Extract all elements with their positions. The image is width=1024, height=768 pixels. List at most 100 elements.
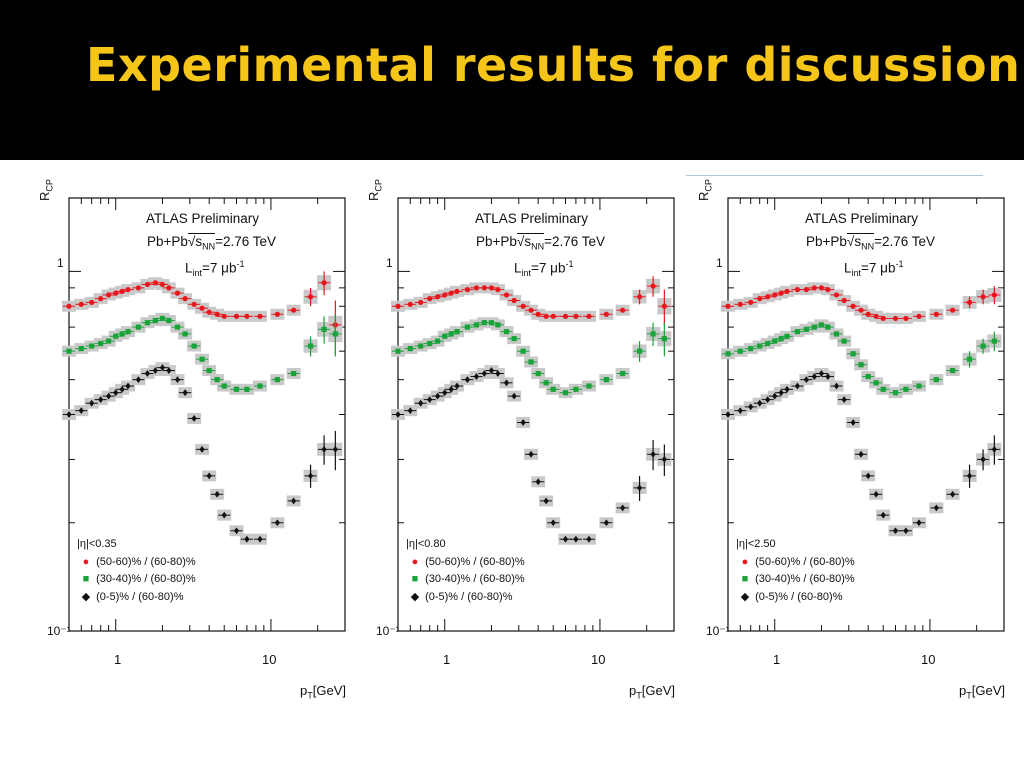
data-point bbox=[89, 399, 95, 407]
data-point bbox=[725, 411, 731, 418]
data-point bbox=[841, 297, 847, 304]
data-point bbox=[661, 456, 667, 463]
data-point bbox=[221, 511, 227, 519]
data-point bbox=[182, 296, 188, 302]
data-point bbox=[152, 317, 158, 324]
data-point bbox=[98, 340, 104, 347]
data-point bbox=[757, 296, 763, 302]
data-point bbox=[135, 285, 142, 291]
data-point bbox=[233, 386, 240, 392]
data-point bbox=[473, 285, 480, 291]
data-point bbox=[811, 324, 817, 330]
data-point bbox=[748, 403, 754, 411]
data-point bbox=[435, 338, 441, 344]
data-point bbox=[892, 315, 899, 322]
data-point bbox=[125, 382, 131, 390]
data-point bbox=[803, 287, 810, 293]
data-point bbox=[191, 301, 197, 307]
data-point bbox=[586, 535, 592, 543]
data-point bbox=[221, 383, 227, 389]
data-point bbox=[106, 292, 112, 298]
data-point bbox=[481, 320, 487, 326]
data-point bbox=[903, 386, 909, 392]
data-point bbox=[174, 324, 181, 330]
data-point bbox=[511, 297, 517, 304]
data-point bbox=[427, 340, 433, 347]
data-point bbox=[135, 324, 142, 330]
data-point bbox=[332, 331, 338, 337]
data-point bbox=[950, 490, 956, 498]
data-point bbox=[214, 490, 220, 498]
data-point bbox=[603, 519, 609, 527]
data-point bbox=[435, 392, 441, 400]
eta-range-label: |η|<0.35 bbox=[77, 538, 117, 550]
data-point bbox=[257, 535, 263, 543]
legend-item: ◆ (0-5)% / (60-80)% bbox=[740, 591, 843, 603]
data-point bbox=[511, 336, 517, 342]
data-point bbox=[966, 472, 973, 480]
data-point bbox=[784, 288, 790, 294]
data-point bbox=[784, 333, 790, 339]
luminosity-label: Lint=7 μb-1 bbox=[185, 259, 245, 279]
data-point bbox=[495, 287, 501, 293]
legend-item: ● (50-60)% / (60-80)% bbox=[741, 556, 855, 568]
data-point bbox=[503, 379, 510, 387]
data-point bbox=[757, 399, 763, 407]
data-point bbox=[442, 389, 448, 397]
data-point bbox=[182, 331, 188, 337]
data-point bbox=[620, 504, 626, 512]
data-point bbox=[152, 367, 158, 374]
data-point bbox=[725, 303, 731, 309]
data-point bbox=[825, 324, 831, 330]
data-point bbox=[274, 377, 280, 383]
data-point bbox=[811, 373, 817, 380]
y-tick-label: 1 bbox=[386, 256, 393, 270]
data-point bbox=[803, 376, 810, 384]
data-point bbox=[233, 313, 240, 319]
data-point bbox=[503, 329, 510, 335]
data-point bbox=[950, 367, 956, 374]
data-point bbox=[481, 285, 487, 291]
data-point bbox=[503, 292, 510, 298]
data-point bbox=[980, 343, 986, 349]
legend-item: ● (50-60)% / (60-80)% bbox=[411, 556, 525, 568]
data-point bbox=[765, 294, 771, 300]
data-point bbox=[737, 407, 743, 415]
data-point bbox=[916, 383, 922, 389]
data-point bbox=[778, 336, 784, 342]
data-point bbox=[636, 348, 643, 354]
data-point bbox=[488, 367, 495, 374]
collision-label: Pb+Pb√sNN=2.76 TeV bbox=[147, 233, 277, 252]
data-point bbox=[520, 303, 526, 309]
data-point bbox=[395, 303, 401, 309]
data-point bbox=[562, 390, 569, 396]
data-point bbox=[858, 362, 864, 368]
data-point bbox=[66, 348, 72, 354]
data-point bbox=[427, 296, 433, 302]
data-point bbox=[395, 411, 401, 418]
data-point bbox=[991, 338, 997, 344]
data-point bbox=[214, 311, 220, 317]
y-tick-label: 10⁻¹ bbox=[706, 624, 730, 638]
data-point bbox=[191, 343, 197, 349]
data-point bbox=[113, 333, 119, 339]
data-point bbox=[291, 497, 297, 505]
data-point bbox=[442, 333, 448, 339]
data-point bbox=[794, 287, 801, 293]
x-tick-label: 1 bbox=[443, 652, 451, 667]
data-point bbox=[865, 311, 871, 317]
data-point bbox=[407, 301, 413, 307]
data-point bbox=[473, 373, 480, 380]
data-point bbox=[841, 338, 847, 344]
data-point bbox=[199, 356, 205, 362]
data-point bbox=[865, 472, 871, 480]
data-point bbox=[772, 338, 778, 344]
data-point bbox=[199, 305, 205, 311]
luminosity-label: Lint=7 μb-1 bbox=[514, 259, 574, 279]
plot-area bbox=[391, 197, 675, 632]
data-point bbox=[535, 311, 541, 317]
x-axis-label: pT[GeV] bbox=[959, 683, 1005, 701]
data-point bbox=[650, 283, 656, 289]
data-point bbox=[454, 288, 460, 294]
data-point bbox=[772, 292, 778, 298]
